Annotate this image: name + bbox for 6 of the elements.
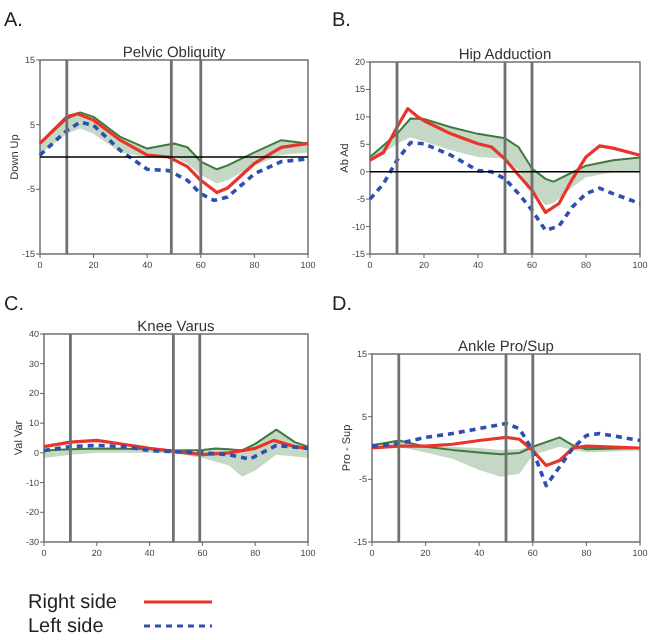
legend-label: Left side [28,616,105,638]
legend-label: Right side [28,592,118,614]
text: B. [332,10,351,32]
text: A. [4,10,23,32]
text: D. [332,294,352,316]
text: C. [4,294,24,316]
